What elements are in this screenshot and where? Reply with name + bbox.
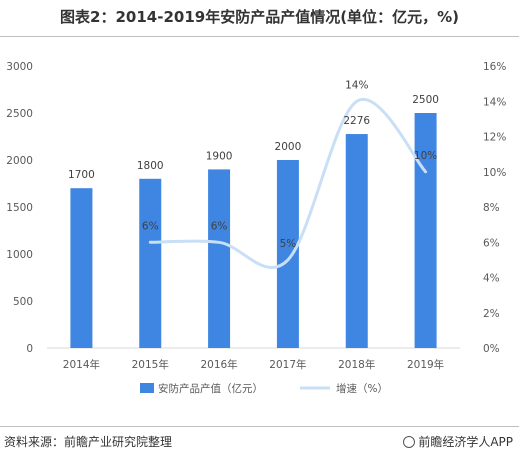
brand-logo-icon <box>403 436 416 448</box>
y-right-tick-label: 0% <box>483 343 500 355</box>
footer: 资料来源：前瞻产业研究院整理 前瞻经济学人APP <box>4 431 513 453</box>
y-right-tick-label: 2% <box>483 308 500 320</box>
y-right-tick-label: 4% <box>483 273 500 285</box>
y-right-tick-label: 12% <box>483 132 506 144</box>
y-left-tick-label: 2000 <box>6 155 33 167</box>
bar <box>345 134 368 348</box>
x-tick-label: 2014年 <box>63 358 100 371</box>
bar-value-label: 2500 <box>412 94 439 106</box>
bar <box>70 188 93 348</box>
brand-credit: 前瞻经济学人APP <box>403 433 513 450</box>
line-value-label: 6% <box>142 220 159 232</box>
footer-divider <box>0 426 519 427</box>
x-tick-label: 2018年 <box>338 358 375 371</box>
bar <box>276 160 299 348</box>
legend-bar-label: 安防产品产值（亿元） <box>158 382 263 395</box>
brand-name: 前瞻经济学人APP <box>418 435 513 449</box>
x-tick-label: 2017年 <box>269 358 306 371</box>
y-right-tick-label: 10% <box>483 167 506 179</box>
growth-line <box>148 97 428 269</box>
x-tick-label: 2019年 <box>407 358 444 371</box>
y-left-tick-label: 1500 <box>6 202 33 214</box>
bar-value-label: 1900 <box>206 150 233 162</box>
source-note: 资料来源：前瞻产业研究院整理 <box>4 435 173 449</box>
title-divider <box>0 36 519 37</box>
bar-value-label: 1800 <box>137 160 164 172</box>
bar-value-label: 1700 <box>68 169 95 181</box>
y-right-tick-label: 8% <box>483 202 500 214</box>
bar <box>139 178 162 348</box>
legend-line-label: 增速（%） <box>336 382 388 395</box>
y-left-tick-label: 0 <box>26 343 33 355</box>
line-value-label: 5% <box>280 238 297 250</box>
chart-title: 图表2：2014-2019年安防产品产值情况(单位：亿元，%) <box>60 8 459 26</box>
y-left-tick-label: 500 <box>13 296 33 308</box>
bar-value-label: 2000 <box>275 141 302 153</box>
bar-value-label: 2276 <box>343 115 370 127</box>
y-right-tick-label: 6% <box>483 237 500 249</box>
x-tick-label: 2016年 <box>200 358 237 371</box>
y-right-tick-label: 14% <box>483 96 506 108</box>
y-left-tick-label: 2500 <box>6 108 33 120</box>
y-right-tick-label: 16% <box>483 61 506 73</box>
chart-canvas: 0 500 1000 1500 2000 2500 3000 0% 2% 4% 6% 8% 10% 12%… <box>6 61 506 395</box>
legend-bar-swatch <box>140 383 154 393</box>
x-tick-label: 2015年 <box>132 358 169 371</box>
y-left-tick-label: 1000 <box>6 249 33 261</box>
bar <box>208 169 231 348</box>
line-value-label: 6% <box>211 220 228 232</box>
line-value-label: 10% <box>414 150 437 162</box>
line-value-label: 14% <box>345 79 368 91</box>
y-left-tick-label: 3000 <box>6 61 33 73</box>
bar <box>414 113 437 348</box>
